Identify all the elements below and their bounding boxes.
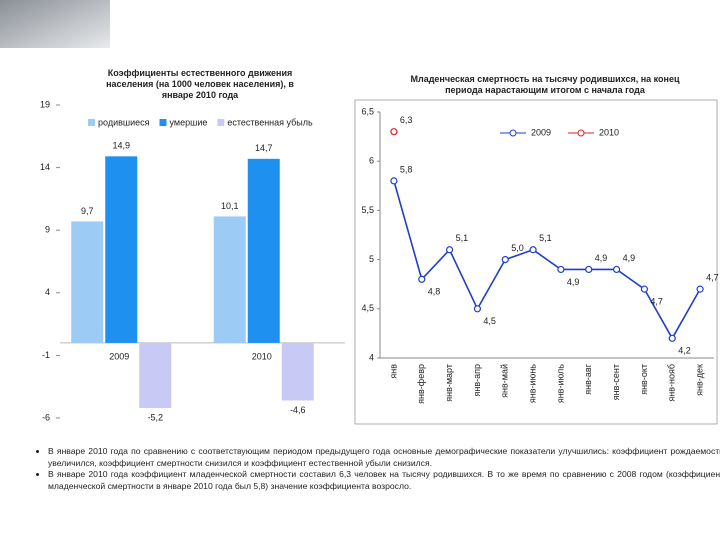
x-tick-label: янв-сент xyxy=(611,364,621,400)
x-tick-label: янв-апр xyxy=(472,364,482,397)
value-label: 4,9 xyxy=(623,253,636,263)
y-tick-label: 4 xyxy=(45,287,50,297)
x-tick-label: янв-авг xyxy=(583,363,593,394)
point xyxy=(390,128,398,136)
x-tick-label: янв-май xyxy=(500,364,510,398)
y-tick-label: 6,5 xyxy=(361,106,374,116)
value-label: 4,9 xyxy=(567,277,580,287)
bullets: В январе 2010 года по сравнению с соотве… xyxy=(34,446,720,492)
value-label: -4,6 xyxy=(290,405,306,415)
value-label: 4,8 xyxy=(428,287,441,297)
bar xyxy=(213,216,246,343)
legend-swatch xyxy=(217,119,225,126)
x-tick-label: янв-окт xyxy=(639,364,649,395)
legend-marker xyxy=(509,129,517,137)
y-tick-label: -1 xyxy=(42,350,50,360)
value-label: 4,9 xyxy=(595,253,608,263)
y-tick-label: -6 xyxy=(42,412,50,422)
value-label: 6,3 xyxy=(400,115,413,125)
legend-label: 2009 xyxy=(531,127,551,137)
chart-frame xyxy=(354,99,718,425)
bar xyxy=(281,342,314,401)
y-tick-label: 9 xyxy=(45,225,50,235)
x-tick-label: янв-февр xyxy=(416,364,426,404)
x-tick-label: янв xyxy=(388,364,398,379)
value-label: 10,1 xyxy=(221,201,239,211)
x-tick-label: янв-март xyxy=(444,364,454,402)
point xyxy=(445,246,454,254)
y-tick-label: 4,5 xyxy=(361,303,374,313)
point xyxy=(585,265,593,274)
point xyxy=(612,265,621,274)
x-tick-label: янв-нояб xyxy=(667,364,677,402)
y-tick-label: 5 xyxy=(369,254,374,264)
y-tick-label: 6 xyxy=(369,156,374,166)
bar xyxy=(71,221,104,343)
legend-label: 2010 xyxy=(599,127,619,137)
value-label: 4,7 xyxy=(650,296,663,306)
legend-marker xyxy=(577,129,585,137)
bar xyxy=(247,158,280,343)
bullet: В январе 2010 года по сравнению с соотве… xyxy=(48,446,720,469)
y-tick-label: 5,5 xyxy=(361,205,374,215)
x-tick-label: 2010 xyxy=(252,351,272,361)
value-label: 14,9 xyxy=(112,141,130,151)
point xyxy=(640,285,649,293)
y-tick-label: 19 xyxy=(40,99,50,109)
legend-label: родившиеся xyxy=(98,117,150,127)
value-label: 9,7 xyxy=(81,206,94,216)
legend-swatch xyxy=(159,119,167,126)
y-tick-label: 4 xyxy=(369,352,374,362)
point xyxy=(529,246,537,254)
x-tick-label: 2009 xyxy=(109,351,129,361)
value-label: 14,7 xyxy=(255,143,273,153)
point xyxy=(418,275,426,283)
point xyxy=(696,285,704,293)
x-tick-label: янв-июль xyxy=(555,364,565,403)
value-label: 5,0 xyxy=(511,243,524,253)
bar xyxy=(105,156,138,343)
line-chart-title: Младенческая смертность на тысячу родивш… xyxy=(410,74,680,95)
value-label: 5,8 xyxy=(400,164,413,174)
y-tick-label: 14 xyxy=(40,162,50,172)
value-label: 5,1 xyxy=(456,233,469,243)
point xyxy=(668,334,676,342)
x-tick-label: янв-дек xyxy=(694,364,704,396)
bar-chart-title: Коэффициенты естественного движения насе… xyxy=(106,68,294,100)
decoration xyxy=(0,0,110,48)
value-label: -5,2 xyxy=(147,412,163,422)
legend-label: естественная убыль xyxy=(227,117,313,127)
point xyxy=(501,256,509,264)
value-label: 4,2 xyxy=(678,346,691,356)
legend-label: умершие xyxy=(170,117,208,127)
value-label: 5,1 xyxy=(539,233,552,243)
value-label: 4,5 xyxy=(483,316,496,326)
point xyxy=(473,305,482,313)
point xyxy=(557,265,565,274)
x-tick-label: янв-июнь xyxy=(527,364,537,403)
series-line xyxy=(393,180,701,340)
point xyxy=(390,177,398,185)
bar xyxy=(139,342,172,408)
value-label: 4,7 xyxy=(706,272,719,282)
bullet: В январе 2010 года коэффициент младенчес… xyxy=(48,469,720,492)
legend-swatch xyxy=(88,119,95,126)
